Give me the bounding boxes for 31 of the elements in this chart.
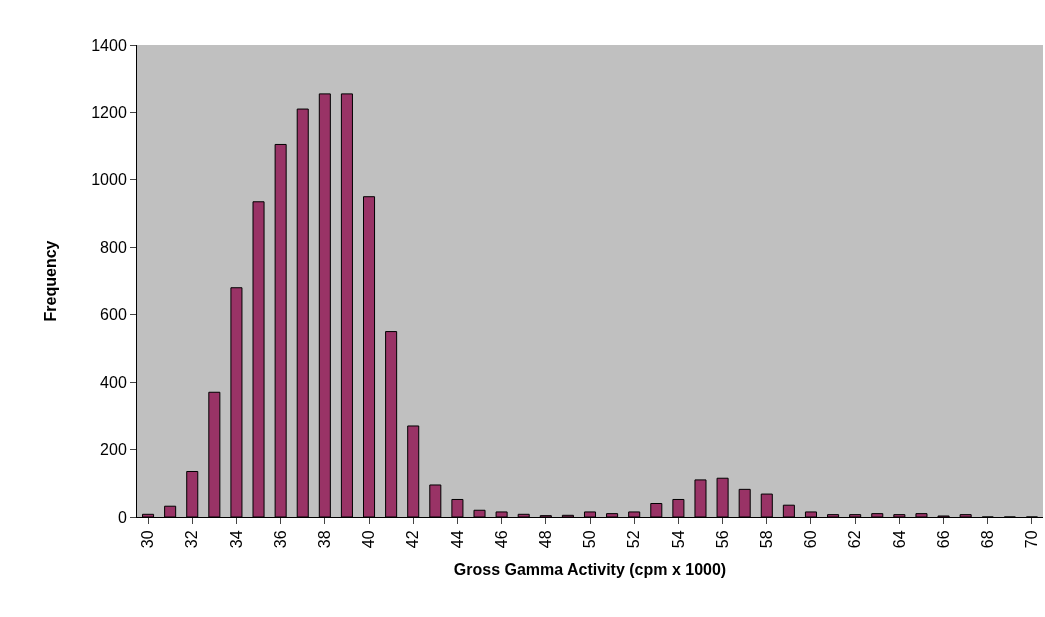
x-tick-label: 52 (625, 530, 643, 549)
x-tick-label: 70 (1023, 530, 1041, 549)
x-tick-label: 50 (581, 530, 599, 549)
y-tick-label: 1000 (91, 171, 127, 189)
x-tick-label: 54 (669, 530, 687, 549)
x-tick-label: 40 (360, 530, 378, 549)
x-axis-title: Gross Gamma Activity (cpm x 1000) (453, 561, 727, 578)
x-tick-label: 46 (492, 530, 510, 549)
x-tick-label: 36 (271, 530, 289, 549)
x-tick-label: 58 (757, 530, 775, 549)
x-tick-label: 62 (846, 530, 864, 549)
y-tick-label: 800 (100, 238, 127, 256)
x-tick-label: 64 (890, 530, 908, 549)
y-tick-label: 0 (117, 508, 127, 526)
y-axis-title: Frequency (42, 240, 60, 322)
x-tick-label: 34 (227, 530, 245, 549)
x-tick-label: 38 (316, 530, 334, 549)
y-tick-label: 200 (100, 441, 127, 459)
x-tick-label: 66 (934, 530, 952, 549)
y-tick-label: 1200 (91, 104, 127, 122)
y-tick-label: 1400 (91, 36, 127, 54)
x-tick-label: 42 (404, 530, 422, 549)
y-tick-label: 400 (100, 373, 127, 391)
x-tick-label: 32 (183, 530, 201, 549)
x-tick-label: 56 (713, 530, 731, 549)
x-tick-label: 48 (537, 530, 554, 549)
x-tick-label: 68 (978, 530, 996, 549)
y-tick-label: 600 (100, 306, 127, 324)
x-tick-label: 30 (139, 530, 157, 549)
x-tick-label: 44 (448, 530, 466, 549)
x-tick-label: 60 (802, 530, 820, 549)
